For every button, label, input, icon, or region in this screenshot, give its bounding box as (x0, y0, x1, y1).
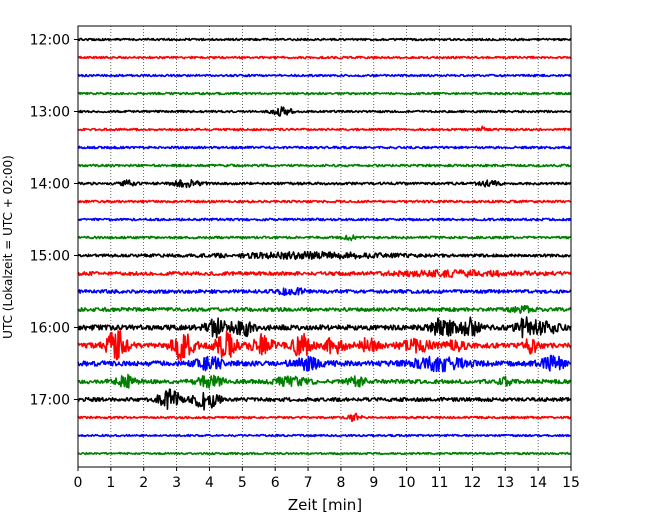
trace-15 (77, 304, 572, 314)
trace-1 (77, 55, 572, 60)
trace-21 (77, 412, 572, 423)
trace-22 (77, 433, 572, 438)
x-tick-label: 8 (336, 475, 345, 491)
trace-20 (77, 388, 572, 411)
trace-8 (77, 179, 572, 189)
trace-19 (77, 373, 572, 389)
y-axis: 12:00 13:00 14:00 15:00 16:00 17:00 (30, 33, 78, 409)
trace-17 (77, 329, 572, 362)
x-tick-label: 7 (304, 475, 313, 491)
x-tick-label: 11 (431, 475, 449, 491)
x-tick-label: 13 (496, 475, 514, 491)
x-tick-label: 1 (106, 475, 115, 491)
plot-frame (77, 25, 572, 468)
trace-14 (77, 286, 572, 297)
y-tick-label: 12:00 (30, 33, 70, 49)
trace-18 (77, 354, 572, 373)
y-tick-label: 16:00 (30, 321, 70, 337)
trace-4 (77, 106, 572, 117)
trace-16 (77, 316, 572, 339)
x-axis: 0 1 2 3 4 5 6 7 8 9 10 11 12 13 14 15 (74, 467, 580, 491)
x-tick-label: 9 (369, 475, 378, 491)
x-tick-label: 5 (238, 475, 247, 491)
x-tick-label: 4 (205, 475, 214, 491)
y-tick-label: 17:00 (30, 393, 70, 409)
x-tick-label: 10 (398, 475, 416, 491)
x-tick-label: 12 (463, 475, 481, 491)
y-tick-label: 15:00 (30, 249, 70, 265)
y-tick-label: 13:00 (30, 105, 70, 121)
trace-11 (77, 234, 572, 242)
trace-5 (77, 125, 572, 132)
x-tick-label: 6 (271, 475, 280, 491)
trace-2 (77, 73, 572, 78)
x-tick-label: 3 (172, 475, 181, 491)
x-tick-label: 15 (562, 475, 580, 491)
trace-9 (77, 199, 572, 204)
trace-6 (77, 145, 572, 150)
y-axis-label: UTC (Lokalzeit = UTC + 02:00) (1, 155, 15, 339)
x-tick-label: 0 (74, 475, 83, 491)
y-tick-label: 14:00 (30, 177, 70, 193)
trace-0 (77, 37, 572, 42)
x-tick-label: 2 (139, 475, 148, 491)
trace-10 (77, 217, 572, 222)
trace-3 (77, 91, 572, 96)
traces (77, 37, 572, 456)
trace-13 (77, 269, 572, 279)
trace-7 (77, 163, 572, 168)
trace-23 (77, 451, 572, 456)
x-axis-label: Zeit [min] (288, 496, 362, 514)
trace-12 (77, 250, 572, 260)
x-tick-label: 14 (529, 475, 547, 491)
